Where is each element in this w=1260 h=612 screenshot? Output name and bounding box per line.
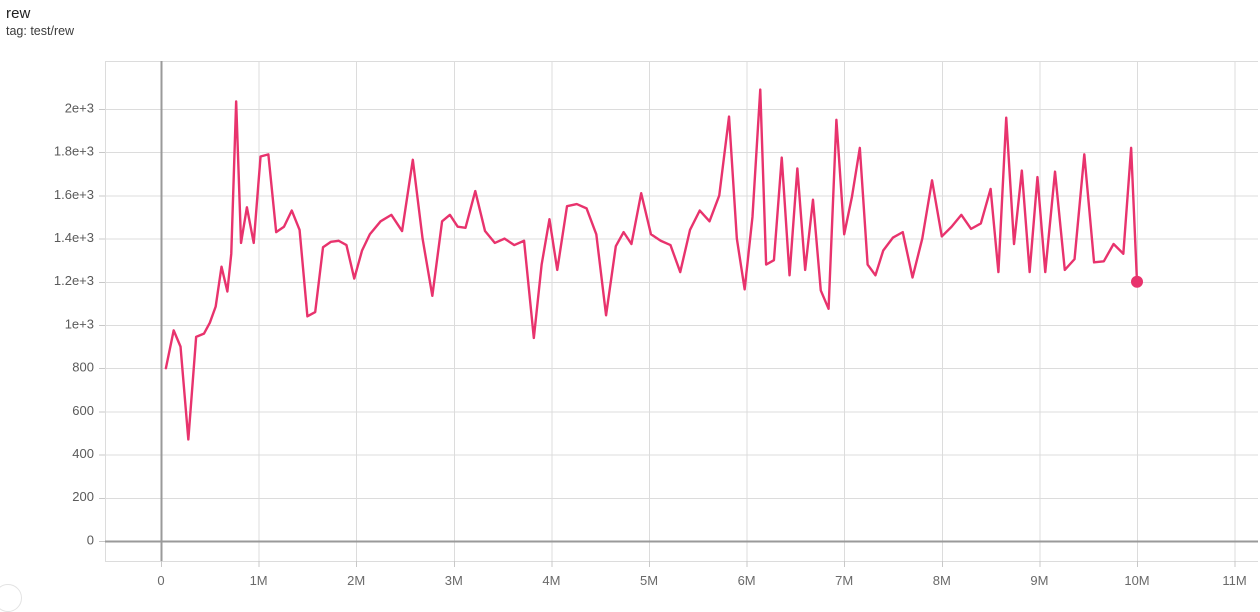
x-tick-label: 7M (835, 573, 853, 588)
x-tick-label: 4M (542, 573, 560, 588)
y-tick-label: 1.8e+3 (54, 144, 94, 159)
x-tick-label: 8M (933, 573, 951, 588)
y-tick-label: 2e+3 (65, 100, 94, 115)
x-tick-label: 1M (250, 573, 268, 588)
y-tick-label: 1.4e+3 (54, 230, 94, 245)
page-title: rew (6, 5, 31, 22)
x-tick-label: 2M (347, 573, 365, 588)
x-tick-label: 0 (157, 573, 164, 588)
y-tick-label: 1e+3 (65, 316, 94, 331)
y-tick-label: 600 (72, 403, 94, 418)
y-tick-label: 0 (87, 532, 94, 547)
y-tick-label: 1.2e+3 (54, 273, 94, 288)
y-tick-label: 400 (72, 446, 94, 461)
y-tick-label: 200 (72, 489, 94, 504)
y-axis-tick-labels: 0 200 400 600 800 1e+3 1.2e+3 1.4e+3 1.6e+3 1.8e+… (54, 100, 105, 547)
vertical-gridlines (105, 61, 1236, 567)
x-tick-label: 3M (445, 573, 463, 588)
decorative-corner-circle (0, 584, 22, 612)
y-tick-label: 1.6e+3 (54, 187, 94, 202)
horizontal-gridlines (105, 61, 1258, 562)
axis-lines (105, 61, 1258, 561)
x-tick-label: 6M (738, 573, 756, 588)
x-tick-label: 10M (1124, 573, 1149, 588)
x-tick-label: 11M (1222, 573, 1246, 588)
chart-header: rew tag: test/rew (6, 5, 74, 38)
series-line-test-rew (164, 88, 1139, 441)
y-tick-label: 800 (72, 360, 94, 375)
x-tick-label: 9M (1030, 573, 1048, 588)
x-tick-label: 5M (640, 573, 658, 588)
x-axis-tick-labels: 0 1M 2M 3M 4M 5M 6M 7M 8M 9M 10M 11M (157, 573, 1246, 588)
chart-tag-label: tag: test/rew (6, 23, 75, 38)
series-end-point-marker (1131, 275, 1143, 288)
